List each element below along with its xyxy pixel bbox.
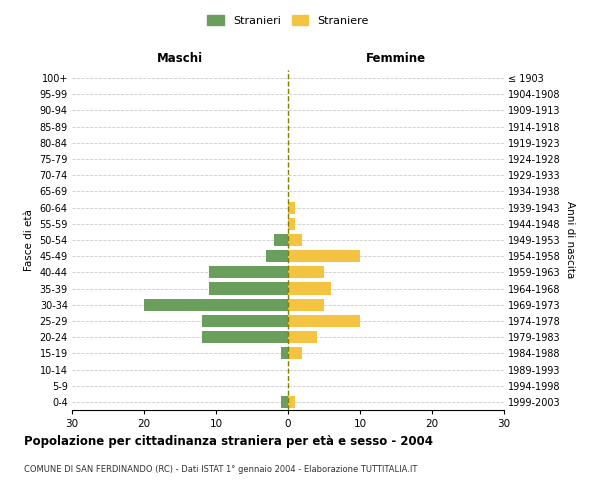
Legend: Stranieri, Straniere: Stranieri, Straniere [203,11,373,30]
Bar [266,250,288,262]
Y-axis label: Anni di nascita: Anni di nascita [565,202,575,278]
Bar [202,331,288,343]
Bar [144,298,288,311]
Text: Popolazione per cittadinanza straniera per età e sesso - 2004: Popolazione per cittadinanza straniera p… [24,435,433,448]
Bar [288,250,360,262]
Bar [209,266,288,278]
Bar [288,396,295,408]
Y-axis label: Fasce di età: Fasce di età [24,209,34,271]
Bar [281,348,288,360]
Bar [288,331,317,343]
Bar [288,266,324,278]
Text: Femmine: Femmine [366,52,426,65]
Text: Maschi: Maschi [157,52,203,65]
Bar [281,396,288,408]
Text: COMUNE DI SAN FERDINANDO (RC) - Dati ISTAT 1° gennaio 2004 - Elaborazione TUTTIT: COMUNE DI SAN FERDINANDO (RC) - Dati IST… [24,465,418,474]
Bar [209,282,288,294]
Bar [288,282,331,294]
Bar [288,348,302,360]
Bar [288,218,295,230]
Bar [288,315,360,327]
Bar [202,315,288,327]
Bar [288,202,295,213]
Bar [288,234,302,246]
Bar [274,234,288,246]
Bar [288,298,324,311]
